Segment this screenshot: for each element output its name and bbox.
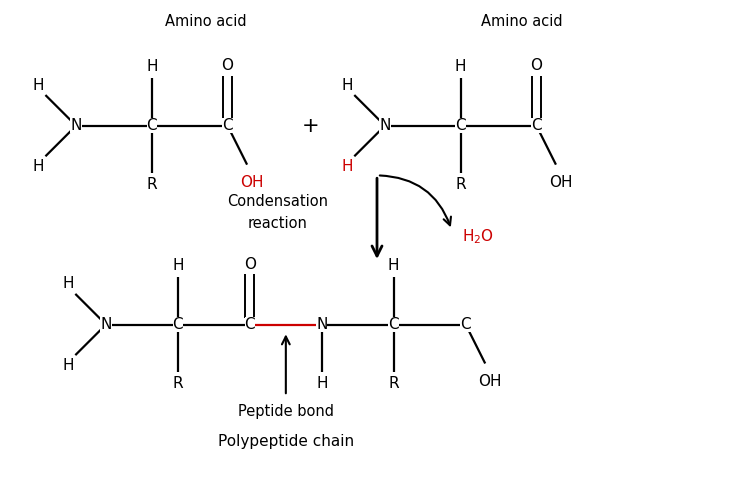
Text: N: N — [379, 118, 391, 133]
Text: OH: OH — [479, 374, 502, 389]
Text: H: H — [172, 258, 184, 273]
Text: Condensation
reaction: Condensation reaction — [227, 194, 328, 231]
Text: N: N — [100, 317, 112, 332]
Text: C: C — [222, 118, 233, 133]
Text: +: + — [302, 116, 319, 136]
Text: O: O — [244, 257, 256, 272]
Text: H$_2$O: H$_2$O — [461, 228, 494, 246]
Text: C: C — [244, 317, 255, 332]
Text: H: H — [63, 276, 74, 291]
Text: H: H — [63, 358, 74, 372]
Text: Polypeptide chain: Polypeptide chain — [218, 434, 354, 449]
Text: Amino acid: Amino acid — [480, 14, 562, 29]
Text: H: H — [316, 376, 327, 391]
Text: C: C — [455, 118, 466, 133]
Text: H: H — [32, 159, 44, 174]
Text: R: R — [388, 376, 399, 391]
Text: C: C — [146, 118, 157, 133]
Text: C: C — [388, 317, 399, 332]
Text: OH: OH — [549, 175, 573, 190]
Text: OH: OH — [241, 175, 264, 190]
Text: O: O — [530, 58, 542, 73]
Text: H: H — [455, 59, 467, 74]
Text: R: R — [455, 178, 466, 192]
Text: Amino acid: Amino acid — [165, 14, 247, 29]
Text: O: O — [222, 58, 234, 73]
Text: R: R — [173, 376, 183, 391]
Text: H: H — [146, 59, 158, 74]
Text: C: C — [173, 317, 183, 332]
Text: H: H — [32, 78, 44, 93]
Text: H: H — [342, 78, 353, 93]
Text: N: N — [70, 118, 81, 133]
Text: R: R — [146, 178, 157, 192]
Text: C: C — [461, 317, 471, 332]
Text: H: H — [342, 159, 353, 174]
Text: H: H — [388, 258, 400, 273]
Text: C: C — [531, 118, 541, 133]
Text: N: N — [316, 317, 327, 332]
FancyArrowPatch shape — [380, 176, 451, 225]
Text: Peptide bond: Peptide bond — [238, 404, 334, 419]
